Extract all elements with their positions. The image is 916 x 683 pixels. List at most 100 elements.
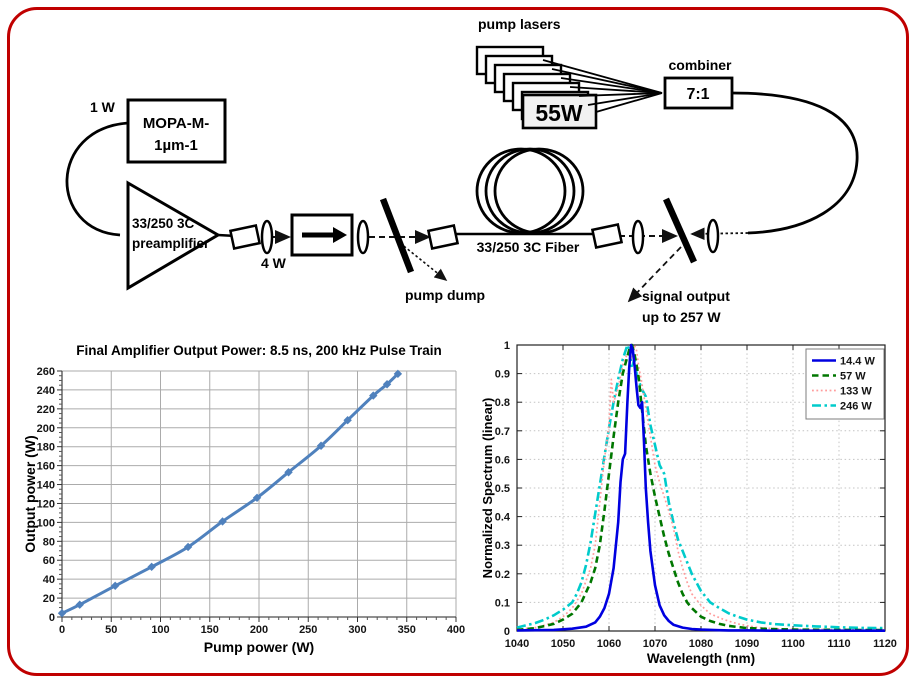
legend-label: 14.4 W [840,356,875,368]
signal-output-label-line2: up to 257 W [642,309,721,325]
laser-system-diagram: 55W pump lasers combiner 7:1 MOPA-M- 1µm… [65,16,859,325]
y-tick-label: 220 [37,404,55,416]
lens-icon [260,219,274,255]
x-tick-label: 1110 [827,638,850,650]
y-tick-label: 20 [43,593,55,605]
y-tick-label: 240 [37,385,55,397]
x-tick-label: 1060 [597,638,621,650]
lens-icon [356,219,370,255]
x-axis-label: Pump power (W) [203,639,315,655]
pump-dotted-arrow [690,227,749,241]
combiner-ratio-label: 7:1 [686,86,709,103]
legend-label: 57 W [840,371,866,383]
x-tick-label: 1090 [735,638,759,650]
data-point-marker [252,493,262,502]
output-power-chart-title: Final Amplifier Output Power: 8.5 ns, 20… [76,343,442,358]
pump-fiber-fan [542,59,663,113]
pump-dump-label: pump dump [405,287,485,303]
x-tick-label: 1120 [873,638,897,650]
pump-lasers-label: pump lasers [478,16,561,32]
mopa-label-line2: 1µm-1 [154,137,198,154]
seed-fiber-loop [65,121,129,237]
isolator-arrow-icon [333,227,347,243]
combiner-box [663,76,734,110]
output-power-chart: Final Amplifier Output Power: 8.5 ns, 20… [22,335,470,683]
y-tick-label: 0.7 [495,426,510,438]
y-tick-label: 200 [37,423,55,435]
x-tick-label: 350 [398,624,416,636]
y-tick-label: 40 [43,574,55,586]
x-tick-label: 1100 [781,638,805,650]
x-axis-label: Wavelength (nm) [646,651,756,666]
x-tick-label: 1050 [551,638,575,650]
mopa-label-line1: MOPA-M- [143,115,209,132]
y-tick-label: 0.8 [495,397,510,409]
signal-output-label-line1: signal output [642,288,730,304]
y-tick-label: 0.9 [495,369,510,381]
x-tick-label: 300 [348,624,366,636]
y-tick-label: 160 [37,461,55,473]
x-tick-label: 1070 [643,638,667,650]
preamp-output-power-label: 4 W [261,255,287,271]
y-axis-label: Normalized Spectrum (linear) [480,397,495,579]
x-tick-label: 150 [201,624,219,636]
data-point-marker [369,391,378,400]
signal-output-arrow [627,246,682,303]
fiber-end-cap [426,224,460,250]
data-series [61,372,399,615]
y-tick-label: 0.5 [495,483,510,495]
seed-power-label: 1 W [90,99,116,115]
pump-laser-front-box [521,93,598,130]
preamplifier-triangle [126,180,221,291]
y-tick-label: 0.2 [495,569,510,581]
data-point-marker [183,542,193,552]
legend-label: 246 W [840,401,872,413]
x-tick-label: 200 [250,624,268,636]
data-point-marker [382,380,392,389]
lens-icon [706,218,720,254]
data-point-marker [393,369,403,379]
y-tick-label: 0 [504,626,510,638]
spectrum-chart: 1040 1050 1060 1070 1080 1090 1100 1110 1120 0 0.1… [480,335,916,683]
x-tick-label: 0 [59,624,65,636]
data-series [516,343,885,633]
y-tick-label: 0.4 [495,512,511,524]
y-tick-label: 100 [37,517,55,529]
y-tick-label: 140 [37,480,55,492]
output-power-plot: 0 50 100 150 200 250 300 350 400 0 20 40 60 80 100 120 1… [37,366,466,636]
data-point-marker [343,416,352,425]
preamp-label-line1: 33/250 3C [132,216,195,231]
y-tick-label: 0.1 [495,597,510,609]
x-tick-label: 250 [299,624,317,636]
legend-label: 133 W [840,386,872,398]
y-tick-label: 0.3 [495,540,510,552]
fiber-coil [475,147,585,235]
isolator-box [290,213,354,257]
pump-power-label: 55W [535,100,583,126]
x-tick-label: 1040 [505,638,529,650]
spectrum-plot: 1040 1050 1060 1070 1080 1090 1100 1110 1120 0 0.1… [495,340,897,650]
y-tick-label: 1 [504,340,510,352]
data-point-marker [316,441,326,450]
y-tick-label: 0.6 [495,454,510,466]
pump-laser-stack: 55W [475,45,598,130]
data-series [516,343,886,630]
combiner-label: combiner [668,57,732,73]
data-point-marker [75,600,84,609]
y-tick-label: 180 [37,442,55,454]
x-tick-label: 400 [447,624,465,636]
y-tick-label: 0 [49,612,55,624]
y-tick-label: 120 [37,498,55,510]
fiber-end-cap [228,224,262,250]
data-point-marker [284,468,293,477]
x-tick-label: 50 [105,624,117,636]
x-tick-label: 100 [151,624,169,636]
lens-icon [631,219,645,255]
y-tick-label: 80 [43,536,55,548]
mopa-box [126,98,227,164]
fiber-end-cap [590,223,624,249]
dichroic-mirror [379,197,415,274]
y-tick-label: 60 [43,555,55,567]
gain-fiber-label: 33/250 3C Fiber [477,239,580,255]
